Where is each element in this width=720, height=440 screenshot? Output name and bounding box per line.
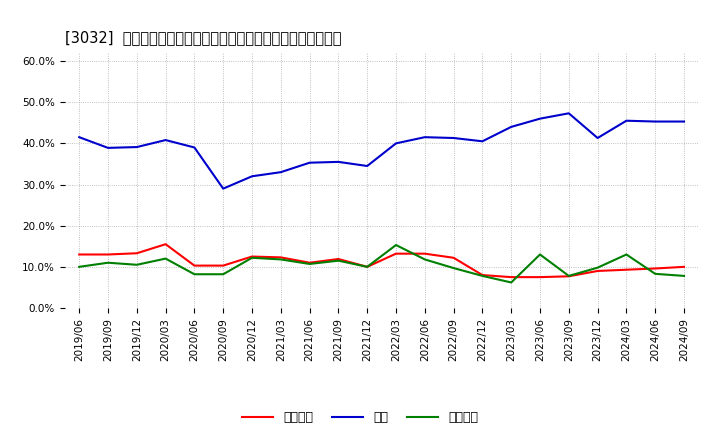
在庫 [449,136,458,141]
在庫 [276,169,285,175]
買入債務 [276,257,285,262]
買入債務 [305,261,314,267]
在庫 [392,141,400,146]
在庫 [593,136,602,141]
売上債権 [219,263,228,268]
買入債務 [363,264,372,269]
買入債務 [334,258,343,263]
在庫 [420,135,429,140]
買入債務 [449,265,458,271]
在庫 [507,124,516,129]
在庫 [334,159,343,165]
売上債権 [161,242,170,247]
売上債権 [363,264,372,269]
買入債務 [420,257,429,262]
在庫 [680,119,688,124]
買入債務 [132,262,141,268]
買入債務 [593,265,602,270]
在庫 [75,135,84,140]
売上債権 [536,275,544,280]
売上債権 [334,257,343,262]
買入債務 [190,271,199,277]
売上債権 [190,263,199,268]
売上債権 [449,255,458,260]
Line: 買入債務: 買入債務 [79,245,684,282]
在庫 [190,145,199,150]
在庫 [305,160,314,165]
在庫 [536,116,544,121]
買入債務 [75,264,84,269]
在庫 [622,118,631,123]
在庫 [132,144,141,150]
在庫 [219,186,228,191]
売上債権 [75,252,84,257]
買入債務 [104,260,112,265]
売上債権 [622,267,631,272]
売上債権 [248,254,256,259]
在庫 [564,111,573,116]
売上債権 [392,251,400,257]
売上債権 [593,268,602,274]
売上債権 [478,272,487,278]
売上債権 [276,255,285,260]
買入債務 [161,256,170,261]
買入債務 [478,273,487,279]
買入債務 [392,242,400,248]
Line: 売上債権: 売上債権 [79,244,684,277]
買入債務 [248,255,256,260]
買入債務 [536,252,544,257]
売上債権 [420,251,429,257]
Text: [3032]  売上債権、在庫、買入債務の総資産に対する比率の推移: [3032] 売上債権、在庫、買入債務の総資産に対する比率の推移 [65,29,341,45]
在庫 [248,174,256,179]
買入債務 [651,271,660,276]
在庫 [363,163,372,169]
買入債務 [219,271,228,277]
在庫 [161,137,170,143]
売上債権 [651,266,660,271]
在庫 [651,119,660,124]
売上債権 [507,275,516,280]
売上債権 [564,274,573,279]
Line: 在庫: 在庫 [79,114,684,189]
買入債務 [507,280,516,285]
買入債務 [622,252,631,257]
買入債務 [564,273,573,279]
売上債権 [305,260,314,265]
売上債権 [132,251,141,256]
買入債務 [680,273,688,279]
売上債権 [104,252,112,257]
在庫 [478,139,487,144]
在庫 [104,145,112,150]
売上債権 [680,264,688,269]
Legend: 売上債権, 在庫, 買入債務: 売上債権, 在庫, 買入債務 [237,407,483,429]
